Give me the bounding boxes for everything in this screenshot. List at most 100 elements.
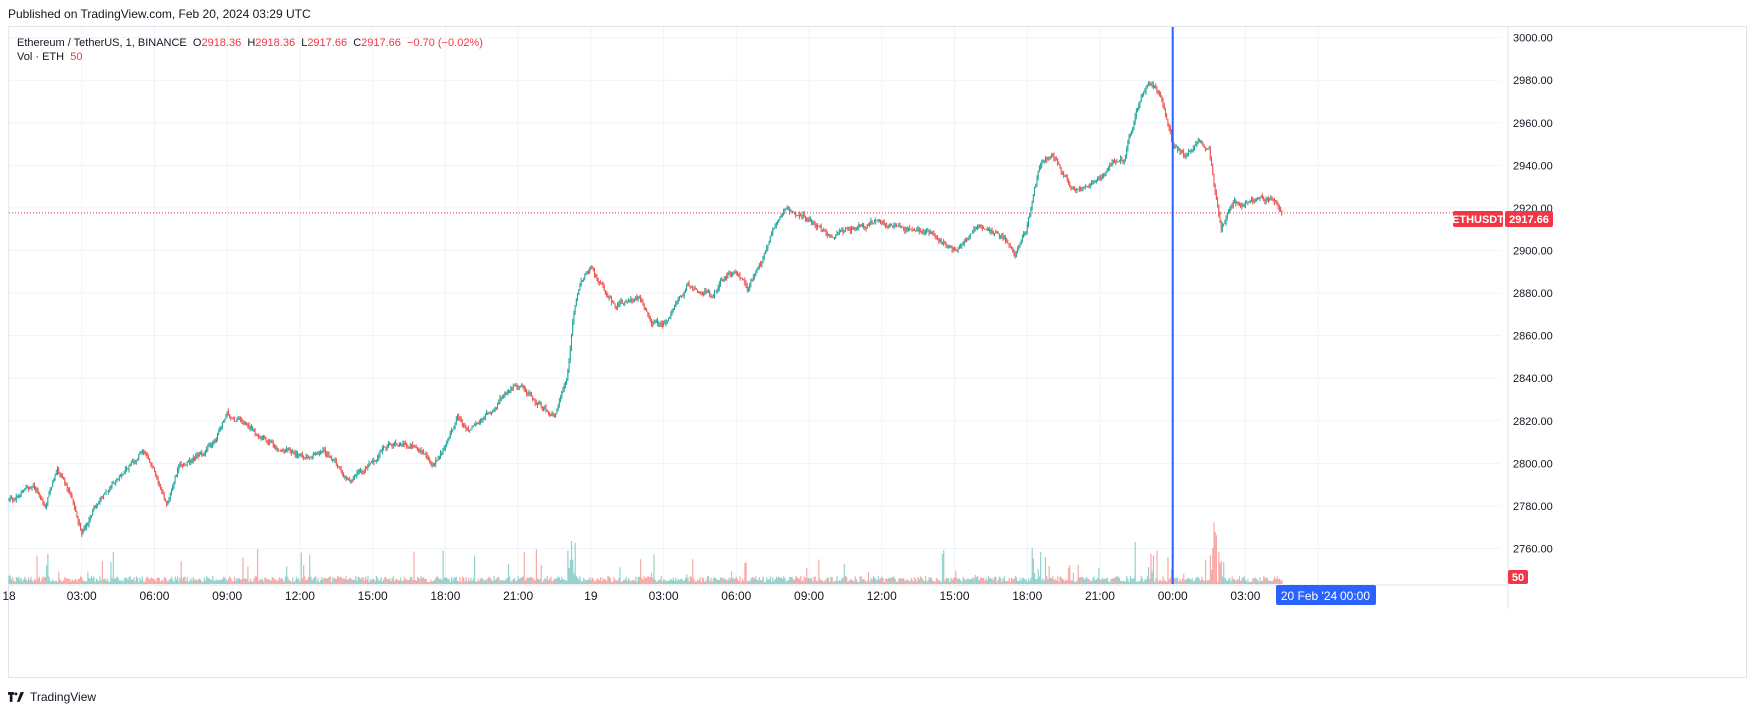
volume-bar (355, 576, 357, 584)
candle-body (581, 280, 583, 282)
candle-body (354, 476, 355, 478)
candle-body (835, 235, 837, 238)
candle-body (555, 413, 557, 417)
volume-bar (464, 581, 466, 584)
candle-body (1043, 160, 1045, 162)
candle-body (118, 476, 120, 479)
volume-bar (1237, 579, 1239, 584)
candle-body (263, 435, 265, 438)
candle-body (949, 245, 951, 247)
candle-body (141, 450, 143, 453)
volume-bar (918, 579, 921, 584)
volume-label[interactable]: Vol · ETH (17, 51, 65, 63)
volume-bar (501, 580, 504, 584)
volume-bar (31, 580, 33, 584)
candle-body (229, 414, 231, 417)
volume-bar (84, 581, 87, 584)
candle-body (224, 418, 226, 421)
volume-bar (36, 555, 38, 584)
volume-bar (324, 578, 327, 584)
candle-body (1001, 234, 1003, 236)
volume-bar (844, 576, 847, 584)
volume-bar (952, 577, 954, 584)
volume-bar (423, 576, 425, 584)
volume-bar (1075, 581, 1077, 584)
volume-bar (1042, 578, 1044, 584)
candle-body (796, 215, 798, 217)
candle-body (933, 232, 935, 235)
volume-bar (1025, 579, 1027, 584)
volume-bar (448, 579, 450, 584)
volume-bar (1134, 541, 1136, 584)
volume-bar (1069, 564, 1071, 584)
volume-bar (917, 577, 919, 584)
candle-body (740, 278, 742, 279)
volume-bar (263, 581, 265, 584)
volume-bar (970, 579, 973, 584)
volume-bar (347, 579, 350, 584)
volume-bar (180, 560, 182, 584)
candle-body (355, 475, 357, 477)
candle-body (567, 370, 569, 381)
candle-body (14, 500, 16, 501)
candle-body (802, 214, 804, 217)
volume-bar (120, 580, 122, 584)
candle-body (760, 264, 762, 266)
volume-bar (1143, 581, 1145, 584)
volume-bar (249, 578, 251, 584)
candle-body (642, 300, 644, 306)
candle-body (838, 231, 840, 234)
volume-bar (659, 579, 661, 584)
candle-body (231, 418, 233, 420)
candle-body (898, 225, 900, 227)
volume-bar (747, 580, 750, 584)
volume-bar (589, 577, 591, 584)
volume-bar (265, 578, 267, 584)
candle-body (1092, 183, 1094, 185)
close-value: 2917.66 (361, 37, 401, 49)
volume-bar (419, 579, 421, 584)
symbol-name[interactable]: Ethereum / TetherUS, 1, BINANCE (17, 37, 187, 49)
volume-bar (854, 576, 856, 584)
candle-body (670, 313, 672, 317)
volume-bar (164, 577, 167, 584)
volume-bar (1086, 576, 1088, 584)
volume-bar (728, 577, 730, 584)
volume-bar (672, 577, 674, 584)
candle-body (647, 311, 649, 314)
volume-bar (64, 576, 66, 584)
volume-bar (414, 579, 416, 584)
candle-body (1064, 175, 1066, 176)
volume-bar (425, 578, 427, 584)
candle-body (738, 274, 740, 276)
candle-body (893, 225, 895, 228)
volume-bar (676, 580, 678, 584)
volume-bar (990, 578, 992, 584)
candle-body (842, 230, 844, 233)
candle-body (21, 491, 23, 493)
volume-bar (441, 579, 443, 584)
candle-body (752, 277, 754, 282)
candle-body (1260, 196, 1262, 198)
candle-body (249, 426, 251, 429)
volume-bar (734, 578, 736, 584)
volume-bar (417, 576, 419, 584)
x-tick-label: 12:00 (285, 589, 315, 603)
volume-bar (812, 581, 814, 584)
candle-body (110, 485, 112, 490)
candle-body (332, 459, 334, 461)
volume-bar (606, 580, 608, 584)
volume-bar (258, 580, 260, 584)
candle-body (618, 304, 620, 306)
candle-body (514, 384, 515, 386)
volume-bar (246, 579, 248, 584)
volume-bar (610, 581, 613, 584)
candle-body (71, 495, 73, 499)
volume-bar (1052, 576, 1054, 584)
volume-bar (95, 578, 97, 584)
volume-bar (509, 576, 511, 584)
volume-bar (633, 580, 636, 584)
candle-body (1097, 178, 1099, 181)
volume-bar (283, 581, 285, 584)
